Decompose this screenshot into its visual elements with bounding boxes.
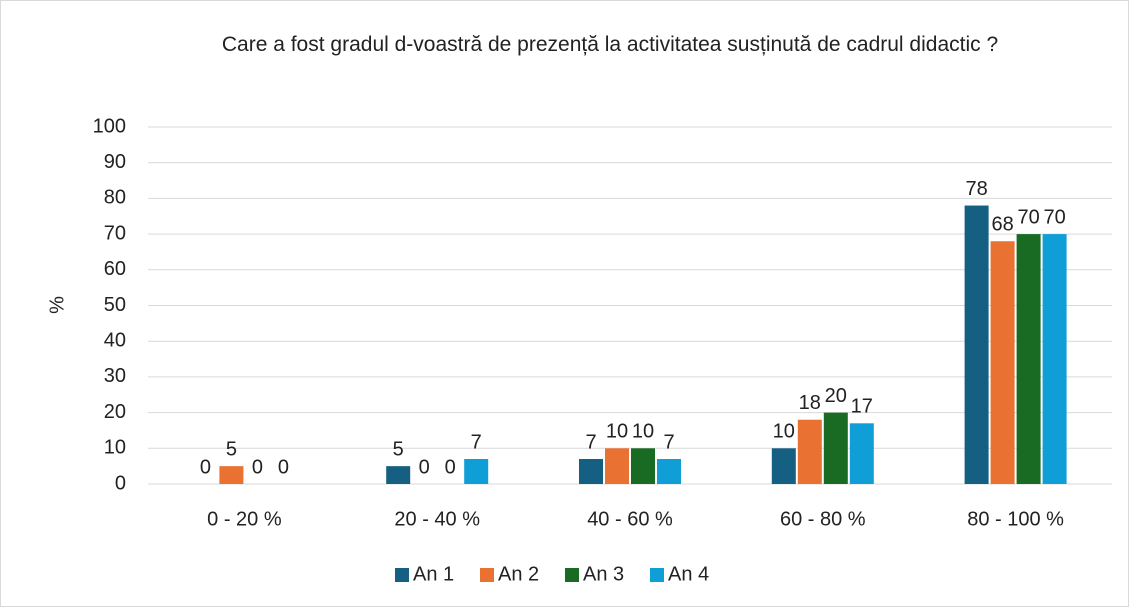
bar (386, 466, 411, 484)
data-label: 68 (991, 214, 1013, 236)
data-label: 17 (851, 396, 873, 418)
legend-swatch (650, 568, 664, 582)
x-tick-label: 20 - 40 % (394, 508, 480, 530)
bar (797, 419, 822, 484)
data-label: 10 (632, 421, 654, 443)
bar (579, 459, 603, 484)
bar (1042, 234, 1067, 484)
data-label: 70 (1017, 206, 1039, 228)
y-tick-label: 90 (104, 151, 126, 173)
y-tick-label: 60 (104, 258, 126, 280)
data-label: 70 (1043, 206, 1065, 228)
y-tick-label: 30 (104, 365, 126, 387)
data-label: 0 (252, 456, 263, 478)
y-tick-label: 50 (104, 294, 126, 316)
legend-swatch (565, 568, 579, 582)
bar (219, 466, 244, 484)
y-tick-label: 80 (104, 187, 126, 209)
data-label: 20 (825, 385, 847, 407)
y-tick-label: 40 (104, 329, 126, 351)
data-label: 5 (393, 438, 404, 460)
data-label: 7 (471, 431, 482, 453)
x-tick-label: 0 - 20 % (207, 508, 282, 530)
legend-swatch (480, 568, 494, 582)
data-label: 18 (799, 392, 821, 414)
data-label: 0 (200, 456, 211, 478)
bar (605, 448, 629, 484)
legend-label: An 4 (668, 563, 709, 585)
legend-label: An 2 (498, 563, 539, 585)
x-tick-label: 60 - 80 % (780, 508, 866, 530)
legend-swatch (395, 568, 409, 582)
data-label: 5 (226, 438, 237, 460)
bar (849, 423, 874, 484)
bar (631, 448, 655, 484)
data-label: 0 (419, 456, 430, 478)
data-label: 0 (445, 456, 456, 478)
x-tick-label: 80 - 100 % (967, 508, 1064, 530)
x-tick-label: 40 - 60 % (587, 508, 673, 530)
bar (657, 459, 681, 484)
y-tick-label: 70 (104, 222, 126, 244)
legend-label: An 1 (413, 563, 454, 585)
y-tick-label: 100 (93, 115, 126, 137)
bar (1016, 234, 1041, 484)
chart-title: Care a fost gradul d-voastră de prezență… (221, 33, 999, 56)
bar (464, 459, 489, 484)
data-label: 0 (278, 456, 289, 478)
y-axis-label: % (46, 296, 68, 314)
bar (964, 205, 989, 485)
data-label: 10 (606, 421, 628, 443)
y-tick-label: 10 (104, 437, 126, 459)
bar (823, 412, 848, 484)
legend-label: An 3 (583, 563, 624, 585)
data-label: 7 (585, 431, 596, 453)
y-tick-label: 0 (115, 472, 126, 494)
bar (990, 241, 1015, 484)
bar (771, 448, 796, 484)
data-label: 10 (773, 421, 795, 443)
data-label: 7 (663, 431, 674, 453)
data-label: 78 (965, 178, 987, 200)
y-tick-label: 20 (104, 401, 126, 423)
